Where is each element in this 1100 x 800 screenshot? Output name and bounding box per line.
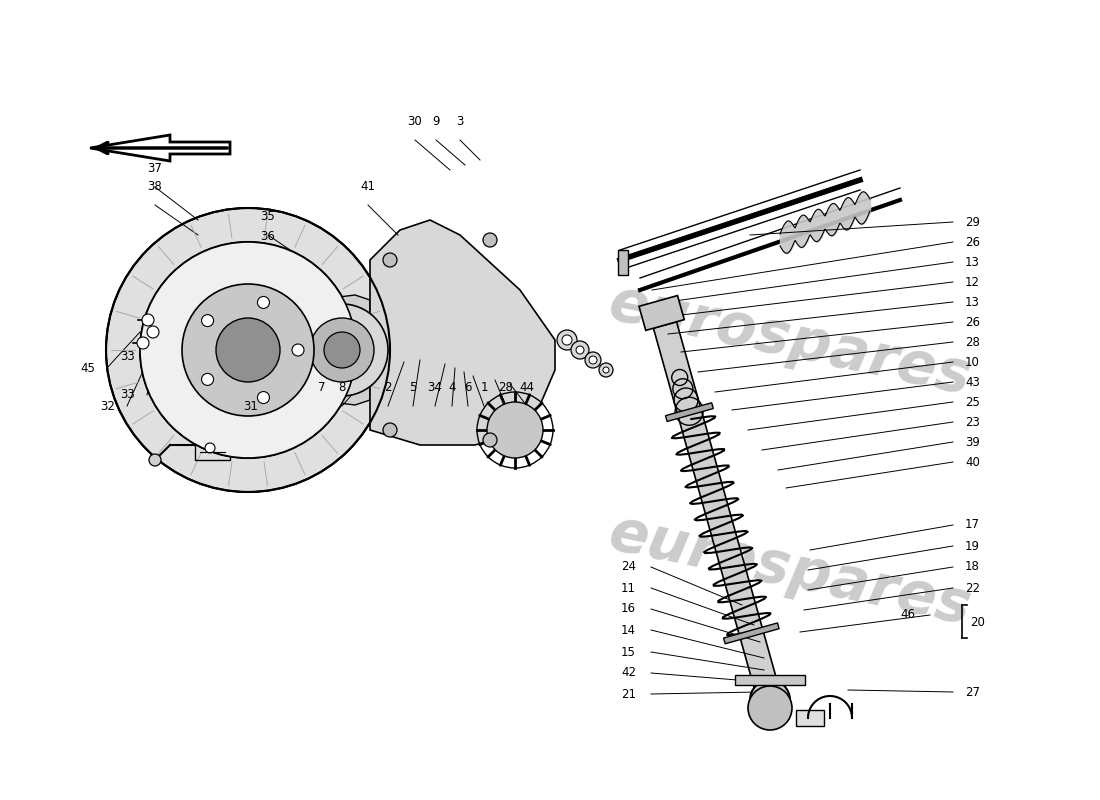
Text: 13: 13 — [965, 255, 980, 269]
Text: 5: 5 — [409, 381, 417, 394]
Circle shape — [296, 304, 388, 396]
Circle shape — [324, 332, 360, 368]
Text: 17: 17 — [965, 518, 980, 531]
Circle shape — [588, 356, 597, 364]
Text: 21: 21 — [621, 687, 636, 701]
Text: eurospares: eurospares — [604, 504, 977, 636]
Circle shape — [148, 454, 161, 466]
FancyArrowPatch shape — [97, 142, 228, 154]
Circle shape — [140, 242, 356, 458]
Circle shape — [576, 346, 584, 354]
Circle shape — [383, 423, 397, 437]
Polygon shape — [653, 322, 782, 703]
Text: eurospares: eurospares — [113, 314, 486, 446]
Circle shape — [557, 330, 578, 350]
Text: 33: 33 — [120, 350, 135, 362]
Text: 4: 4 — [449, 381, 455, 394]
Circle shape — [310, 318, 374, 382]
Circle shape — [205, 443, 214, 453]
Polygon shape — [315, 295, 370, 405]
Text: 11: 11 — [621, 582, 636, 594]
Text: 12: 12 — [965, 275, 980, 289]
Circle shape — [748, 686, 792, 730]
Circle shape — [483, 433, 497, 447]
Text: 40: 40 — [965, 455, 980, 469]
Text: 36: 36 — [261, 230, 275, 243]
Text: 43: 43 — [965, 375, 980, 389]
Text: 34: 34 — [428, 381, 442, 394]
Circle shape — [138, 337, 148, 349]
Text: 13: 13 — [965, 295, 980, 309]
Polygon shape — [639, 295, 684, 330]
Text: 44: 44 — [519, 381, 535, 394]
Polygon shape — [796, 710, 824, 726]
Text: 16: 16 — [621, 602, 636, 615]
Polygon shape — [724, 623, 779, 644]
Text: 31: 31 — [243, 399, 258, 413]
Circle shape — [182, 284, 314, 416]
Text: 28: 28 — [498, 381, 514, 394]
Circle shape — [142, 314, 154, 326]
Text: 19: 19 — [965, 539, 980, 553]
Text: 8: 8 — [339, 381, 345, 394]
Text: 7: 7 — [318, 381, 326, 394]
Circle shape — [257, 391, 270, 403]
Text: eurospares: eurospares — [604, 274, 977, 406]
Circle shape — [487, 402, 543, 458]
Text: 41: 41 — [361, 180, 375, 193]
Text: 9: 9 — [432, 115, 440, 128]
Text: 25: 25 — [965, 395, 980, 409]
Circle shape — [383, 253, 397, 267]
Text: 27: 27 — [965, 686, 980, 698]
Polygon shape — [90, 135, 230, 161]
Text: 3: 3 — [456, 115, 464, 128]
Text: 15: 15 — [621, 646, 636, 658]
Text: 45: 45 — [80, 362, 95, 374]
Text: 1: 1 — [481, 381, 487, 394]
Text: 37: 37 — [147, 162, 163, 175]
Text: 39: 39 — [965, 435, 980, 449]
Circle shape — [292, 344, 304, 356]
Polygon shape — [370, 220, 556, 445]
Circle shape — [147, 326, 160, 338]
Text: 32: 32 — [100, 399, 116, 413]
Circle shape — [603, 367, 609, 373]
Polygon shape — [666, 402, 713, 422]
Circle shape — [201, 374, 213, 386]
Text: 42: 42 — [621, 666, 636, 679]
Text: 18: 18 — [965, 561, 980, 574]
Text: 14: 14 — [621, 623, 636, 637]
Circle shape — [600, 363, 613, 377]
Circle shape — [201, 314, 213, 326]
Text: 26: 26 — [965, 235, 980, 249]
Circle shape — [585, 352, 601, 368]
Text: 38: 38 — [147, 180, 163, 193]
Circle shape — [571, 341, 588, 359]
Text: 29: 29 — [965, 215, 980, 229]
Circle shape — [483, 233, 497, 247]
Text: 10: 10 — [965, 355, 980, 369]
Text: 23: 23 — [965, 415, 980, 429]
Text: 22: 22 — [965, 582, 980, 594]
Text: 6: 6 — [464, 381, 472, 394]
Text: 30: 30 — [408, 115, 422, 128]
Circle shape — [750, 680, 790, 720]
Text: 20: 20 — [970, 615, 985, 629]
Text: 33: 33 — [120, 389, 135, 402]
Circle shape — [562, 335, 572, 345]
Text: 2: 2 — [384, 381, 392, 394]
Polygon shape — [618, 250, 628, 275]
Text: 26: 26 — [965, 315, 980, 329]
Circle shape — [216, 318, 280, 382]
Polygon shape — [735, 675, 805, 685]
Circle shape — [257, 297, 270, 309]
Text: 46: 46 — [900, 609, 915, 622]
Text: 28: 28 — [965, 335, 980, 349]
Text: 35: 35 — [261, 210, 275, 223]
Text: 24: 24 — [621, 561, 636, 574]
